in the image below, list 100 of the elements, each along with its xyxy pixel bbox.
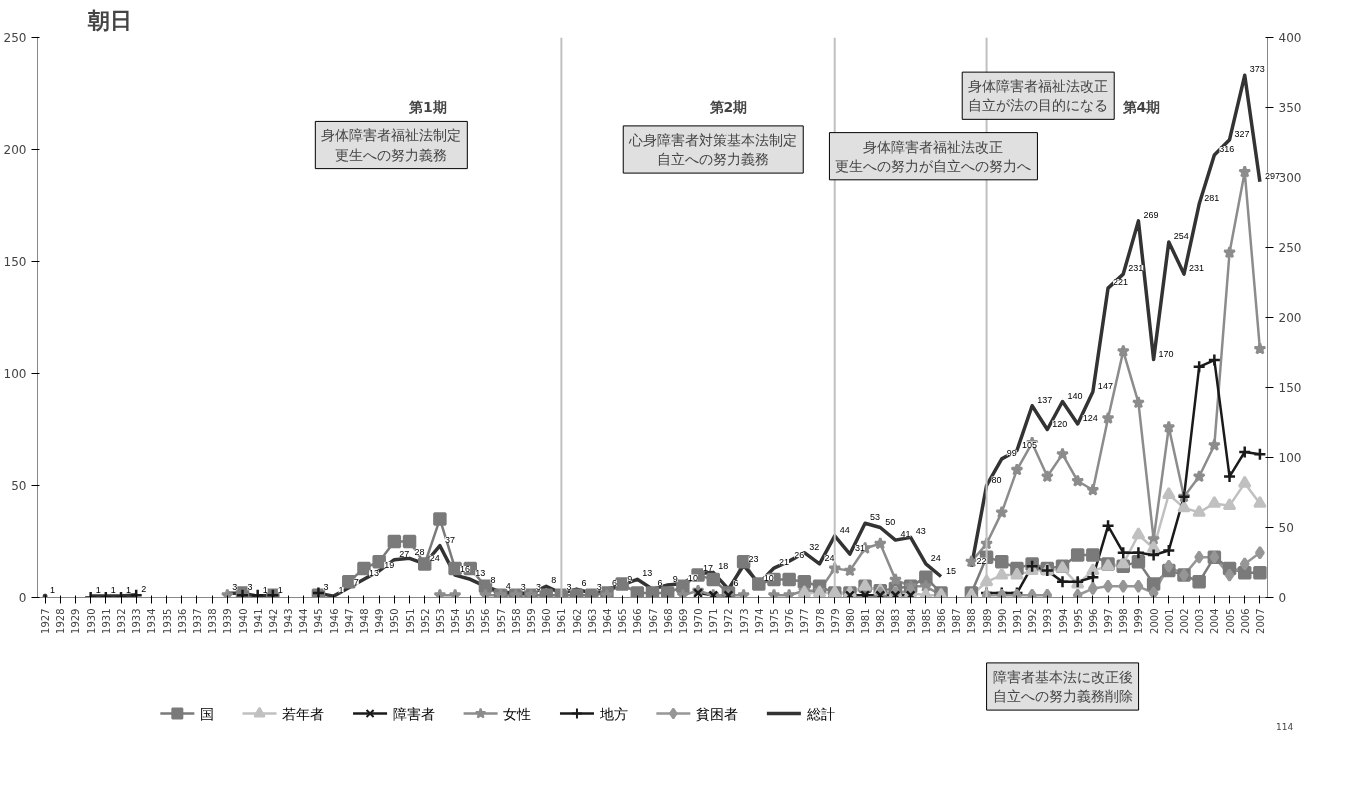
data-label: 3 bbox=[536, 582, 542, 593]
x-tick-label: 1976 bbox=[784, 608, 796, 634]
x-tick-label: 1938 bbox=[207, 608, 219, 634]
text: 障害者基本法に改正後自立への努力義務削除 bbox=[992, 668, 1133, 705]
x-tick-label: 1955 bbox=[465, 608, 477, 634]
data-label: 1 bbox=[126, 585, 132, 596]
x-tick-label: 1960 bbox=[541, 608, 553, 634]
x-tick-label: 2002 bbox=[1178, 608, 1190, 634]
annotation: 身体障害者福祉法改正自立が法の目的になる bbox=[968, 78, 1109, 114]
data-label: 4 bbox=[505, 580, 511, 591]
x-tick-label: 1984 bbox=[905, 608, 917, 634]
data-label: 32 bbox=[809, 541, 820, 552]
y-tick-label: 150 bbox=[3, 255, 27, 269]
data-label: 43 bbox=[915, 526, 926, 537]
annotation: 第4期 bbox=[1121, 98, 1161, 115]
x-tick-label: 1982 bbox=[875, 608, 887, 634]
data-label: 3 bbox=[520, 582, 526, 593]
data-label: 7 bbox=[353, 576, 359, 587]
data-label: 24 bbox=[824, 552, 835, 563]
x-tick-label: 1934 bbox=[146, 608, 158, 634]
data-label: 1 bbox=[277, 585, 283, 596]
x-tick-label: 1991 bbox=[1011, 608, 1023, 634]
data-label: 8 bbox=[551, 575, 557, 586]
data-label: 53 bbox=[870, 512, 881, 523]
y-tick-label: 200 bbox=[3, 143, 27, 157]
x-tick-label: 1956 bbox=[480, 608, 492, 634]
data-label: 23 bbox=[748, 554, 759, 565]
x-tick-label: 1944 bbox=[298, 608, 310, 634]
x-tick-label: 2004 bbox=[1209, 608, 1221, 634]
data-label: 316 bbox=[1219, 144, 1235, 155]
data-label: 26 bbox=[794, 550, 805, 561]
data-label: 137 bbox=[1037, 394, 1053, 405]
x-tick-label: 1950 bbox=[389, 608, 401, 634]
data-label: 1 bbox=[50, 585, 56, 596]
data-label: 9 bbox=[672, 573, 678, 584]
x-tick-label: 2000 bbox=[1148, 608, 1160, 634]
chart-title: 朝日 bbox=[86, 7, 132, 33]
x-tick-label: 1981 bbox=[860, 608, 872, 634]
data-label: 24 bbox=[429, 552, 440, 563]
data-label: 3 bbox=[596, 582, 602, 593]
annotation: 心身障害者対策基本法制定自立への努力義務 bbox=[628, 131, 798, 168]
x-tick-label: 1928 bbox=[55, 608, 67, 634]
x-tick-label: 1968 bbox=[662, 608, 674, 634]
data-label: 254 bbox=[1173, 230, 1189, 241]
data-label: 80 bbox=[991, 474, 1002, 485]
y2-tick-label: 250 bbox=[1278, 241, 1302, 255]
x-tick-label: 1985 bbox=[920, 608, 932, 634]
x-tick-label: 1936 bbox=[176, 608, 188, 634]
data-label: 327 bbox=[1234, 128, 1250, 139]
x-tick-label: 1997 bbox=[1103, 608, 1115, 634]
data-label: 3 bbox=[247, 582, 253, 593]
x-tick-label: 1948 bbox=[358, 608, 370, 634]
data-label: 297 bbox=[1264, 170, 1280, 181]
x-tick-label: 1964 bbox=[601, 608, 613, 634]
y2-tick-label: 400 bbox=[1278, 31, 1302, 45]
data-label: 2 bbox=[141, 583, 147, 594]
x-tick-label: 1965 bbox=[617, 608, 629, 634]
x-tick-label: 1963 bbox=[586, 608, 598, 634]
x-tick-label: 1979 bbox=[829, 608, 841, 634]
data-label: 50 bbox=[885, 516, 896, 527]
x-tick-label: 1943 bbox=[283, 608, 295, 634]
annotation: 身体障害者福祉法制定更生への努力義務 bbox=[321, 127, 462, 163]
x-tick-label: 1930 bbox=[85, 608, 97, 634]
data-label: 99 bbox=[1006, 447, 1017, 458]
x-tick-label: 1987 bbox=[951, 608, 963, 634]
x-tick-label: 1962 bbox=[571, 608, 583, 634]
legend-label: 女性 bbox=[503, 705, 532, 722]
y2-tick-label: 200 bbox=[1278, 311, 1302, 325]
legend-label: 貧困者 bbox=[696, 705, 739, 722]
data-label: 269 bbox=[1143, 209, 1159, 220]
annotation: 第2期 bbox=[708, 98, 748, 115]
x-tick-label: 1996 bbox=[1087, 608, 1099, 634]
x-tick-label: 1975 bbox=[768, 608, 780, 634]
data-label: 3 bbox=[232, 582, 238, 593]
x-tick-label: 1969 bbox=[677, 608, 689, 634]
data-label: 17 bbox=[703, 562, 714, 573]
data-label: 3 bbox=[323, 582, 329, 593]
annotation: 身体障害者福祉法改正更生への努力が自立への努力へ bbox=[835, 138, 1032, 174]
data-label: 10 bbox=[687, 572, 698, 583]
y-tick-label: 50 bbox=[11, 479, 27, 493]
y-tick-label: 0 bbox=[18, 591, 27, 605]
x-tick-label: 1932 bbox=[116, 608, 128, 634]
x-tick-label: 1995 bbox=[1072, 608, 1084, 634]
data-label: 1 bbox=[95, 585, 101, 596]
y-tick-label: 100 bbox=[3, 367, 27, 381]
data-label: 231 bbox=[1188, 263, 1205, 274]
legend-label: 障害者 bbox=[392, 705, 435, 722]
data-label: 170 bbox=[1158, 348, 1174, 359]
x-tick-label: 1957 bbox=[495, 608, 507, 634]
x-tick-label: 1940 bbox=[237, 608, 249, 634]
data-label: 44 bbox=[839, 524, 850, 535]
x-tick-label: 1983 bbox=[890, 608, 902, 634]
x-tick-label: 1959 bbox=[526, 608, 538, 634]
data-label: 13 bbox=[642, 568, 653, 579]
data-label: 15 bbox=[946, 565, 957, 576]
x-tick-label: 1953 bbox=[434, 608, 446, 634]
x-tick-label: 1989 bbox=[981, 608, 993, 634]
x-tick-label: 1945 bbox=[313, 608, 325, 634]
y2-tick-label: 300 bbox=[1278, 171, 1302, 185]
x-tick-label: 1939 bbox=[222, 608, 234, 634]
